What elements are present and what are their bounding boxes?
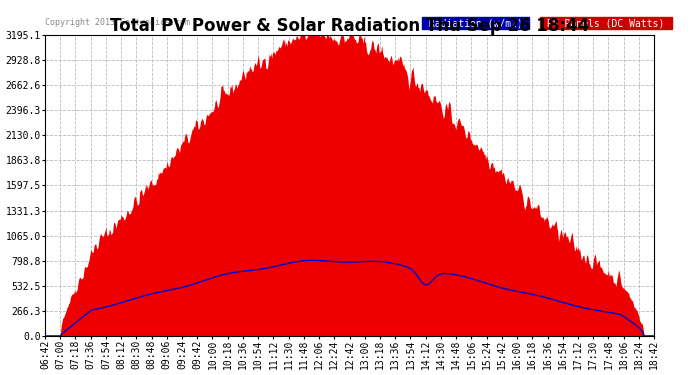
Text: Copyright 2013 Cartronics.com: Copyright 2013 Cartronics.com [45,18,190,27]
Title: Total PV Power & Solar Radiation Thu Sep 26 18:44: Total PV Power & Solar Radiation Thu Sep… [110,17,589,35]
Text: PV Panels (DC Watts): PV Panels (DC Watts) [542,18,671,28]
Text: Radiation (w/m2): Radiation (w/m2) [423,18,529,28]
